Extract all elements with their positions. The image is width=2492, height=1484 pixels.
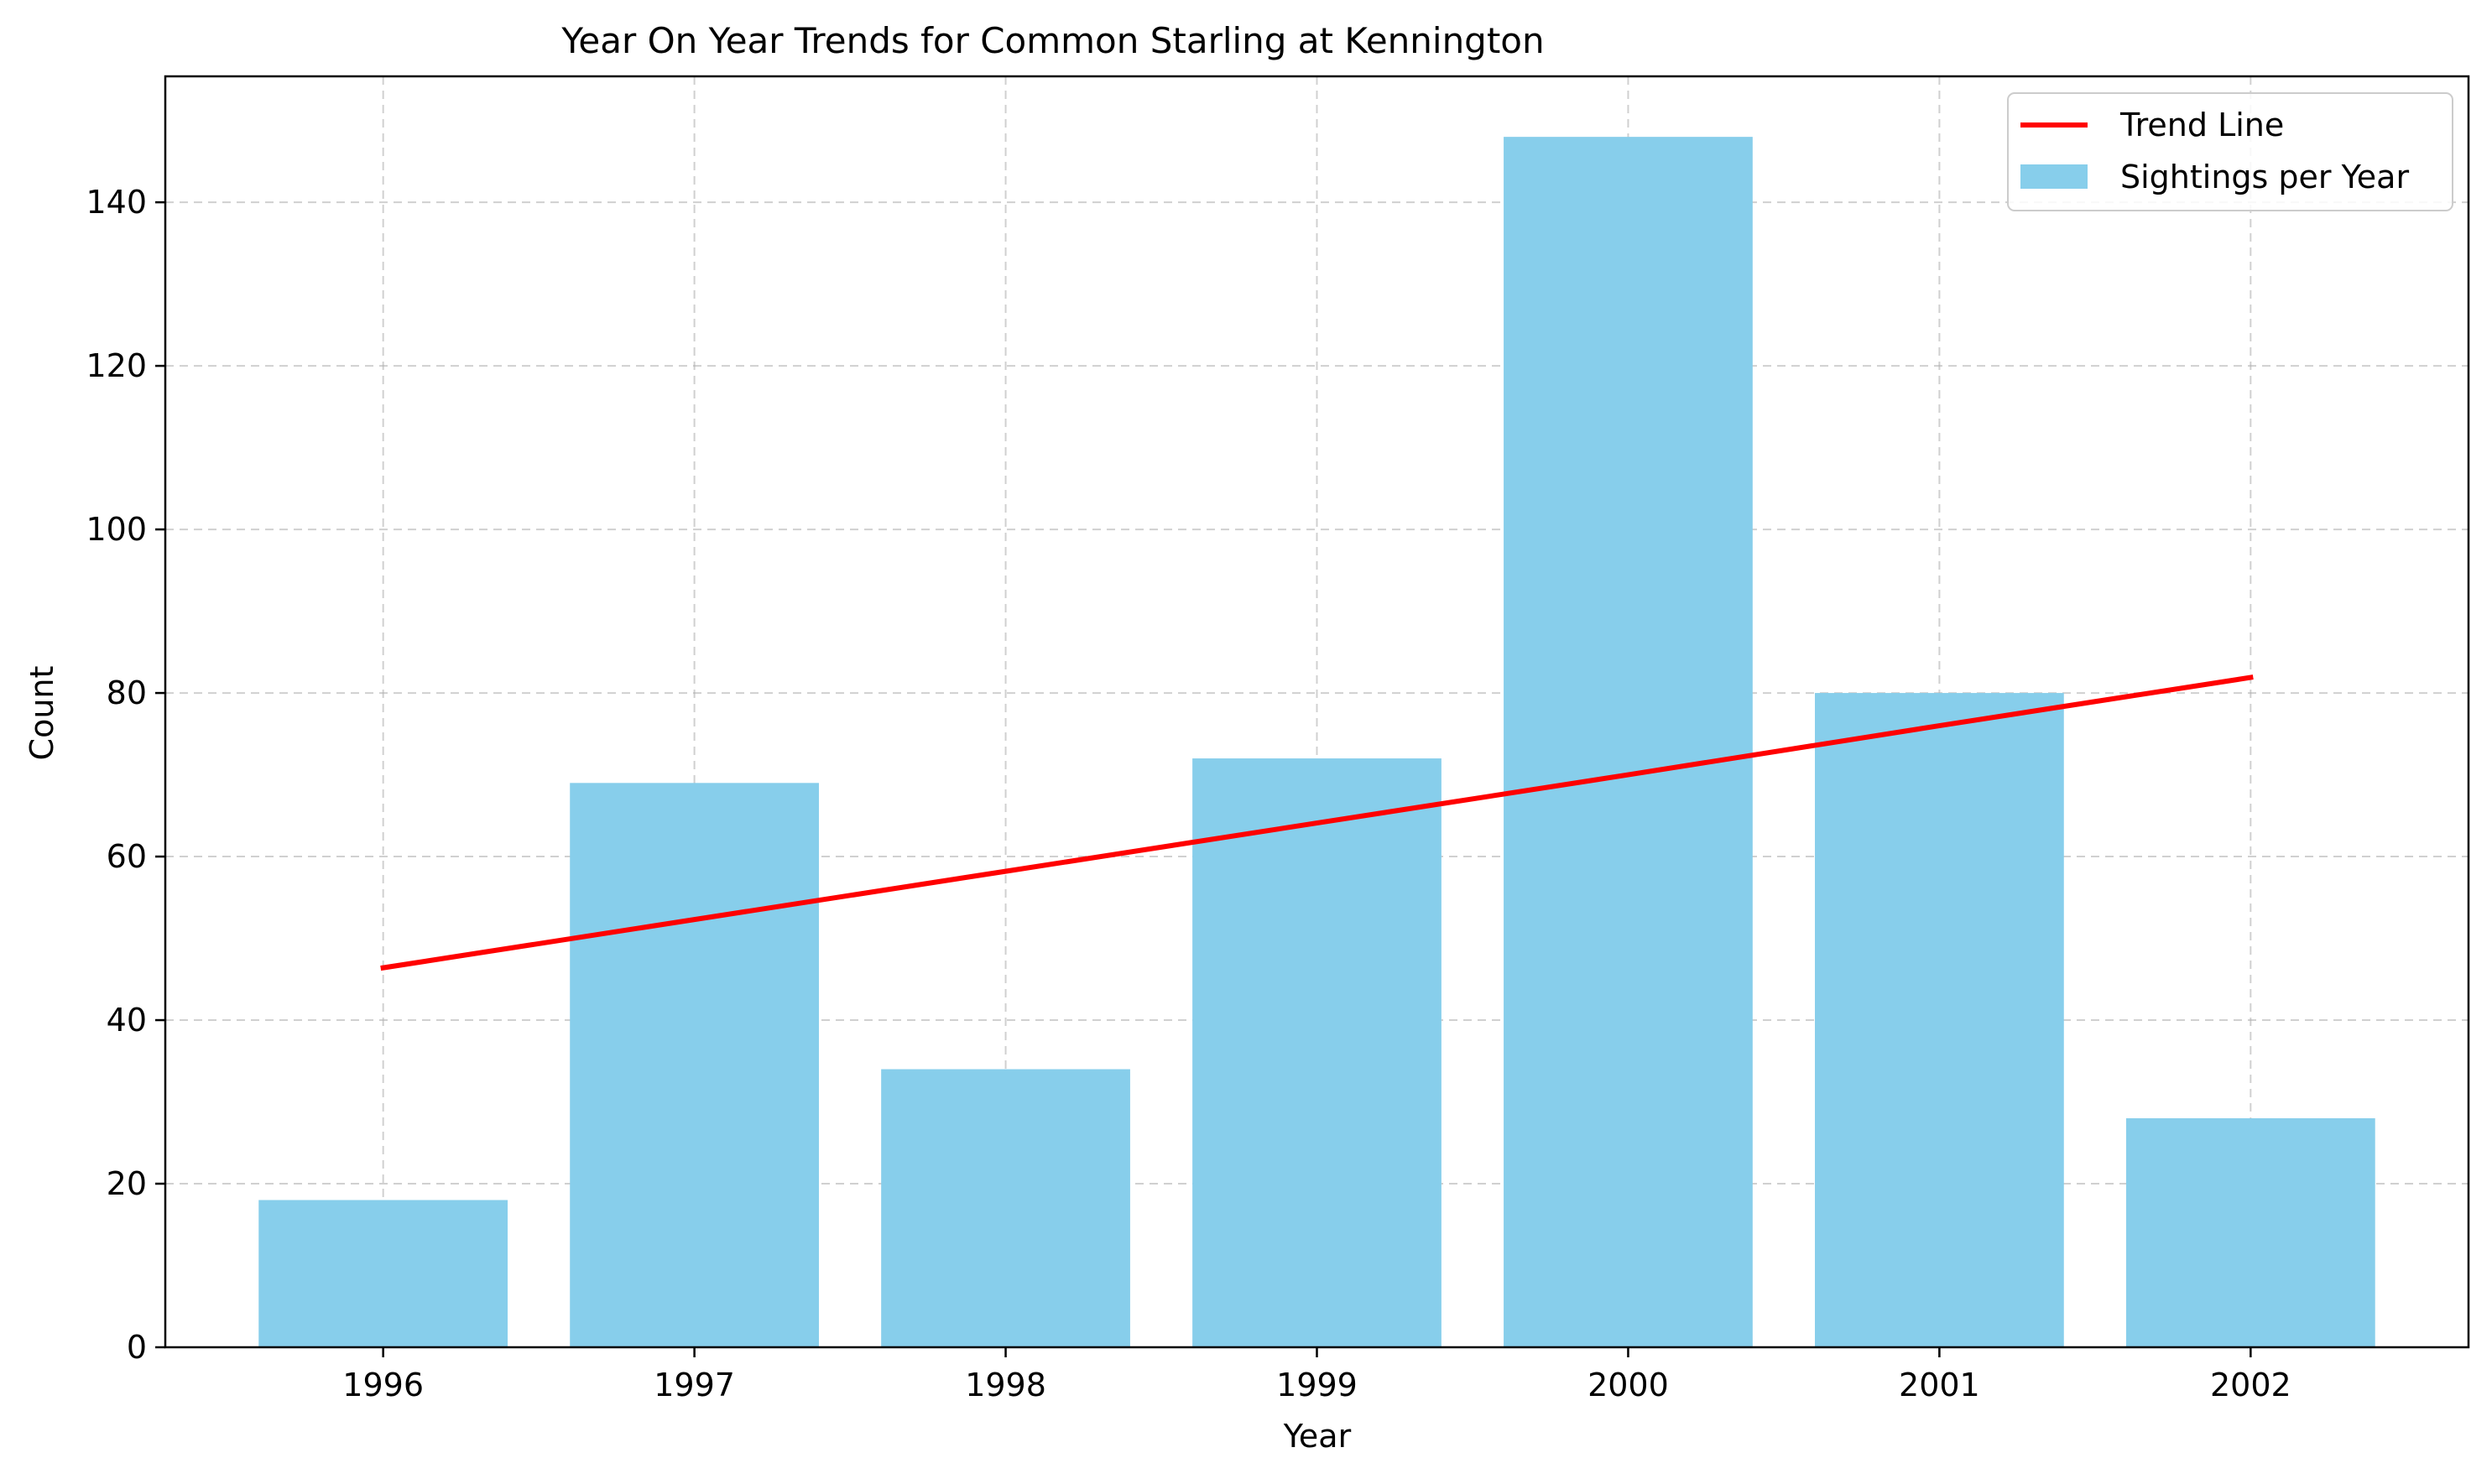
y-axis: 0 20 40 60 80 100 120 140: [86, 184, 165, 1366]
x-tick-label: 1996: [342, 1367, 424, 1403]
x-tick-label: 1997: [654, 1367, 735, 1403]
x-tick-label: 2000: [1587, 1367, 1669, 1403]
trend-line: [380, 674, 2254, 971]
legend-label-sightings: Sightings per Year: [2120, 159, 2409, 195]
bar: [570, 783, 819, 1347]
bar: [2125, 1118, 2375, 1347]
y-axis-label: Count: [23, 666, 60, 761]
bars-layer: [258, 137, 2375, 1348]
legend: Trend Line Sightings per Year: [2007, 92, 2453, 211]
x-tick-label: 2002: [2210, 1367, 2291, 1403]
chart-title: Year On Year Trends for Common Starling …: [560, 20, 1544, 61]
bar: [1815, 693, 2064, 1347]
y-tick-label: 140: [86, 184, 147, 221]
y-tick-label: 40: [107, 1002, 147, 1039]
legend-box: [2007, 92, 2453, 211]
x-tick-label: 1998: [965, 1367, 1046, 1403]
y-tick-label: 20: [107, 1165, 147, 1202]
x-axis: 1996 1997 1998 1999 2000 2001 2002: [342, 1347, 2291, 1403]
bar: [1504, 137, 1753, 1348]
legend-swatch-sightings: [2020, 164, 2088, 189]
x-tick-label: 1999: [1276, 1367, 1358, 1403]
bar: [1192, 758, 1442, 1347]
y-tick-label: 120: [86, 347, 147, 384]
bar: [258, 1200, 508, 1347]
y-tick-label: 0: [127, 1329, 147, 1366]
bar: [881, 1069, 1130, 1347]
y-tick-label: 60: [107, 838, 147, 875]
legend-label-trend-line: Trend Line: [2119, 107, 2284, 143]
y-tick-label: 80: [107, 674, 147, 711]
trend-layer: [380, 674, 2254, 971]
y-tick-label: 100: [86, 511, 147, 548]
x-tick-label: 2001: [1899, 1367, 1980, 1403]
x-axis-label: Year: [1283, 1418, 1352, 1455]
